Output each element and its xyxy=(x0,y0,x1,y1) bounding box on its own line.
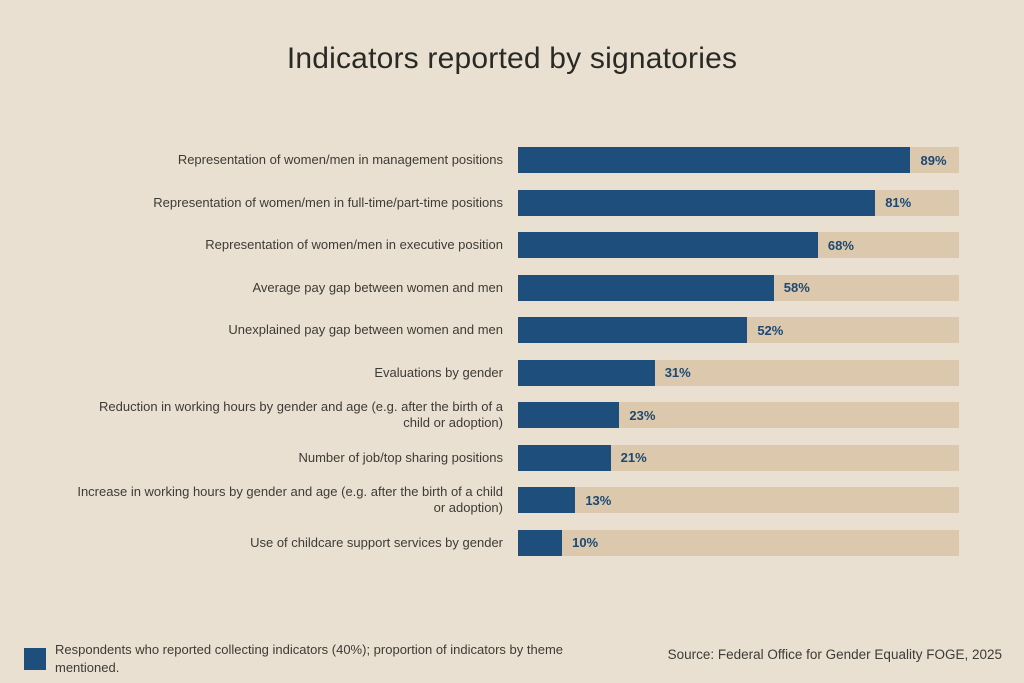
chart-row: Unexplained pay gap between women and me… xyxy=(75,309,959,352)
category-label: Reduction in working hours by gender and… xyxy=(99,399,503,431)
bar-track: 81% xyxy=(518,189,959,216)
chart-row: Representation of women/men in full-time… xyxy=(75,182,959,225)
bar-fill xyxy=(518,402,620,429)
bar-fill xyxy=(518,359,655,386)
bar-fill xyxy=(518,232,818,259)
legend-swatch xyxy=(24,647,46,670)
chart-row: Number of job/top sharing positions 21% xyxy=(75,437,959,480)
chart-row: Reduction in working hours by gender and… xyxy=(75,394,959,437)
value-label: 89% xyxy=(920,152,947,168)
bar-track: 89% xyxy=(518,147,959,174)
bar-fill xyxy=(518,487,576,514)
category-label: Use of childcare support services by gen… xyxy=(250,534,503,550)
legend: Respondents who reported collecting indi… xyxy=(24,641,603,677)
value-label: 21% xyxy=(620,450,647,466)
category-label: Representation of women/men in full-time… xyxy=(153,194,503,210)
value-label: 13% xyxy=(585,492,612,508)
bar-fill xyxy=(518,189,876,216)
legend-label: Respondents who reported collecting indi… xyxy=(55,642,563,675)
chart-row: Representation of women/men in managemen… xyxy=(75,139,959,182)
bar-track: 58% xyxy=(518,274,959,301)
category-label: Increase in working hours by gender and … xyxy=(77,484,503,516)
bar-fill xyxy=(518,444,611,471)
bar-fill xyxy=(518,147,911,174)
value-label: 23% xyxy=(629,407,656,423)
bar-fill xyxy=(518,529,563,556)
bar-track: 23% xyxy=(518,402,959,429)
category-label: Number of job/top sharing positions xyxy=(298,449,503,465)
value-label: 81% xyxy=(885,195,912,211)
bar-track: 10% xyxy=(518,529,959,556)
category-label: Evaluations by gender xyxy=(374,364,503,380)
value-label: 31% xyxy=(664,365,691,381)
source-text: Source: Federal Office for Gender Equali… xyxy=(667,647,1002,662)
category-label: Representation of women/men in managemen… xyxy=(177,152,503,168)
bar-track: 21% xyxy=(518,444,959,471)
value-label: 58% xyxy=(783,280,810,296)
category-label: Representation of women/men in executive… xyxy=(205,237,503,253)
page-title: Indicators reported by signatories xyxy=(286,42,738,75)
bar-track: 13% xyxy=(518,487,959,514)
chart-row: Increase in working hours by gender and … xyxy=(75,479,959,522)
bar-track: 68% xyxy=(518,232,959,259)
horizontal-bar-chart: Representation of women/men in managemen… xyxy=(75,139,959,564)
value-label: 68% xyxy=(827,237,854,253)
bar-track: 52% xyxy=(518,317,959,344)
chart-row: Evaluations by gender 31% xyxy=(75,352,959,395)
chart-row: Representation of women/men in executive… xyxy=(75,224,959,267)
bar-fill xyxy=(518,274,774,301)
category-label: Average pay gap between women and men xyxy=(252,279,503,295)
chart-row: Average pay gap between women and men 58% xyxy=(75,267,959,310)
bar-track: 31% xyxy=(518,359,959,386)
value-label: 10% xyxy=(572,535,599,551)
value-label: 52% xyxy=(757,322,784,338)
chart-row: Use of childcare support services by gen… xyxy=(75,522,959,565)
category-label: Unexplained pay gap between women and me… xyxy=(228,322,503,338)
bar-fill xyxy=(518,317,748,344)
